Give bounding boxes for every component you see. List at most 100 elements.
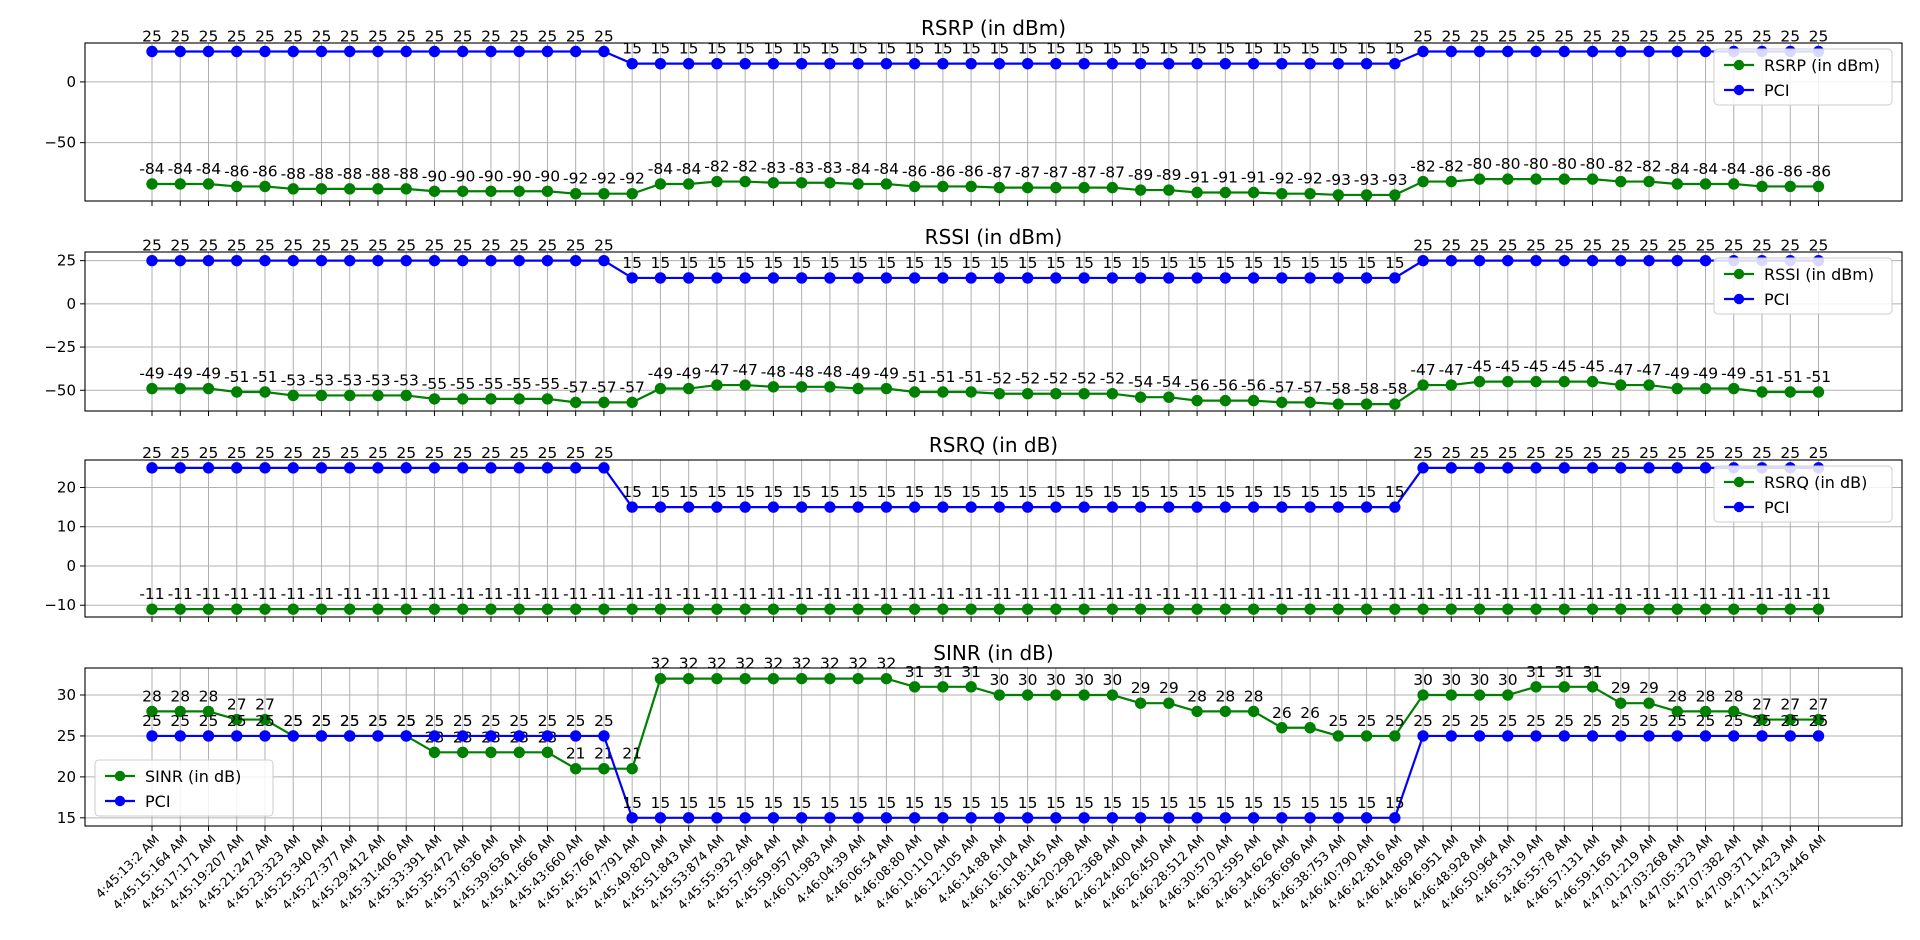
data-point bbox=[1671, 254, 1683, 267]
data-point bbox=[1671, 45, 1683, 58]
data-label: -84 bbox=[874, 160, 899, 178]
data-point bbox=[654, 178, 667, 190]
data-label: 25 bbox=[1752, 237, 1772, 255]
data-point bbox=[795, 381, 808, 393]
x-axis-labels: 4:45:13:2 AM4:45:15:164 AM4:45:17:171 AM… bbox=[92, 832, 1828, 913]
data-point bbox=[1643, 254, 1655, 267]
data-label: -11 bbox=[591, 585, 616, 603]
data-label: 25 bbox=[1498, 712, 1518, 730]
data-label: 25 bbox=[594, 444, 614, 462]
data-point bbox=[654, 57, 667, 70]
data-label: 25 bbox=[566, 444, 586, 462]
data-point bbox=[1050, 57, 1062, 70]
data-label: -11 bbox=[365, 585, 390, 603]
data-label: 25 bbox=[1809, 712, 1829, 730]
data-label: -54 bbox=[1156, 373, 1181, 391]
data-label: 25 bbox=[566, 237, 586, 255]
data-label: 31 bbox=[905, 663, 925, 681]
data-label: 15 bbox=[735, 483, 755, 501]
data-label: 25 bbox=[170, 28, 190, 46]
data-label: 28 bbox=[199, 687, 219, 705]
data-label: -84 bbox=[1665, 160, 1690, 178]
data-label: -91 bbox=[1184, 168, 1209, 186]
data-label: 15 bbox=[961, 794, 981, 812]
data-label: 31 bbox=[933, 663, 953, 681]
data-point bbox=[824, 501, 836, 513]
data-point bbox=[428, 393, 441, 405]
data-label: -11 bbox=[732, 585, 757, 603]
data-point bbox=[1191, 57, 1203, 70]
data-label: 25 bbox=[1583, 712, 1603, 730]
data-point bbox=[400, 183, 412, 195]
data-point bbox=[457, 603, 469, 615]
data-label: 25 bbox=[340, 444, 360, 462]
data-point bbox=[315, 183, 328, 195]
data-label: -11 bbox=[281, 585, 306, 603]
chart-title: RSSI (in dBm) bbox=[925, 225, 1063, 249]
data-point bbox=[1502, 254, 1514, 267]
data-label: 25 bbox=[396, 237, 416, 255]
series-pci: 25 25 25 25 25 25 25 25 25 25 25 25 25 25 25 25 25 15 15 15… bbox=[142, 237, 1828, 284]
data-label: -57 bbox=[591, 378, 616, 396]
data-label: 25 bbox=[170, 712, 190, 730]
y-tick-label: 20 bbox=[57, 768, 76, 786]
data-label: -90 bbox=[535, 167, 560, 185]
data-point bbox=[1163, 603, 1175, 615]
data-label: -53 bbox=[365, 371, 390, 389]
data-point bbox=[682, 382, 695, 395]
data-point bbox=[767, 603, 780, 615]
data-label: -11 bbox=[1495, 585, 1520, 603]
data-point bbox=[1473, 254, 1486, 267]
data-point bbox=[739, 379, 751, 391]
data-label: 25 bbox=[1470, 28, 1490, 46]
data-point bbox=[965, 603, 977, 615]
data-point bbox=[908, 272, 921, 284]
data-label: -11 bbox=[1128, 585, 1153, 603]
data-label: 25 bbox=[1639, 28, 1659, 46]
data-point bbox=[1502, 45, 1514, 58]
data-label: 15 bbox=[1244, 483, 1264, 501]
data-label: 15 bbox=[735, 254, 755, 272]
data-point bbox=[1332, 730, 1345, 742]
data-point bbox=[485, 45, 497, 58]
data-label: -11 bbox=[1410, 585, 1435, 603]
data-point bbox=[1332, 57, 1345, 70]
data-label: 25 bbox=[1696, 237, 1716, 255]
data-point bbox=[513, 45, 525, 58]
data-point bbox=[767, 672, 780, 685]
data-point bbox=[1502, 375, 1514, 388]
data-point bbox=[682, 57, 695, 70]
data-point bbox=[993, 812, 1006, 824]
data-label: -11 bbox=[1439, 585, 1464, 603]
data-label: 25 bbox=[142, 444, 162, 462]
data-label: 29 bbox=[1639, 679, 1659, 697]
data-label: 15 bbox=[990, 483, 1010, 501]
data-point bbox=[739, 57, 751, 70]
data-label: 15 bbox=[792, 254, 812, 272]
data-label: -86 bbox=[1778, 162, 1803, 180]
data-label: 25 bbox=[340, 28, 360, 46]
data-label: -84 bbox=[1721, 160, 1746, 178]
data-label: -11 bbox=[1467, 585, 1492, 603]
data-point bbox=[1417, 254, 1429, 267]
data-label: -45 bbox=[1495, 358, 1520, 376]
data-label: 25 bbox=[1441, 28, 1461, 46]
data-label: 25 bbox=[1667, 444, 1687, 462]
data-label: -47 bbox=[1410, 361, 1435, 379]
data-point bbox=[795, 272, 808, 284]
data-label: -11 bbox=[620, 585, 645, 603]
data-point bbox=[1276, 188, 1288, 200]
legend-label: RSRQ (in dB) bbox=[1764, 473, 1867, 492]
data-point bbox=[937, 57, 949, 70]
data-point bbox=[1389, 272, 1401, 284]
data-point bbox=[1643, 462, 1655, 474]
y-tick-label: 10 bbox=[57, 518, 76, 536]
data-label: -11 bbox=[676, 585, 701, 603]
data-label: -45 bbox=[1552, 358, 1577, 376]
data-point bbox=[428, 45, 441, 58]
data-point bbox=[1389, 57, 1401, 70]
data-label: 25 bbox=[312, 237, 332, 255]
data-point bbox=[993, 272, 1006, 284]
data-point bbox=[1134, 272, 1147, 284]
data-label: 25 bbox=[1667, 237, 1687, 255]
